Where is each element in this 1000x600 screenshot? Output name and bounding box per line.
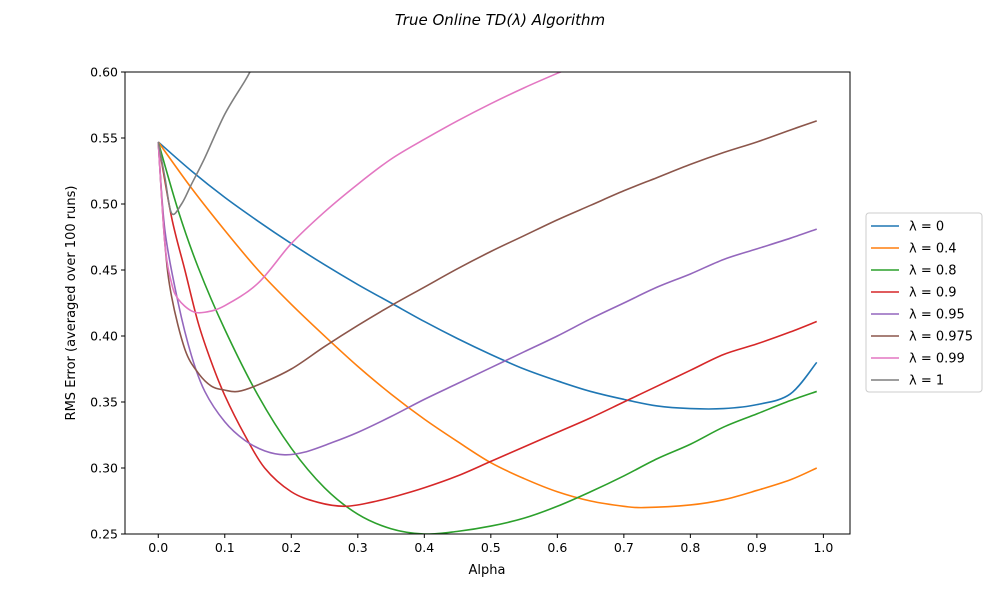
series-line-1 bbox=[157, 141, 818, 509]
series-line-3 bbox=[157, 141, 818, 508]
series-line-6 bbox=[157, 72, 563, 314]
legend-entry: λ = 0.8 bbox=[909, 264, 957, 279]
y-axis: 0.25 0.30 0.35 0.40 0.45 0.50 0.55 0.60 bbox=[90, 65, 125, 542]
series-line-2 bbox=[157, 141, 818, 534]
y-tick-label: 0.25 bbox=[90, 527, 118, 542]
y-tick-label: 0.35 bbox=[90, 395, 118, 410]
x-tick-label: 0.3 bbox=[348, 540, 368, 555]
x-tick-label: 0.7 bbox=[614, 540, 634, 555]
legend-entry: λ = 0.975 bbox=[909, 330, 973, 345]
chart-title: True Online TD(λ) Algorithm bbox=[395, 11, 605, 29]
y-tick-label: 0.60 bbox=[90, 65, 118, 80]
x-tick-label: 0.8 bbox=[680, 540, 700, 555]
series-line-4 bbox=[157, 141, 818, 456]
series-layer bbox=[157, 72, 818, 534]
y-tick-label: 0.50 bbox=[90, 197, 118, 212]
plot-frame bbox=[124, 71, 851, 535]
legend-entry: λ = 0.99 bbox=[909, 352, 965, 367]
x-tick-label: 0.0 bbox=[148, 540, 168, 555]
x-tick-label: 0.1 bbox=[215, 540, 235, 555]
series-line-7 bbox=[157, 72, 251, 216]
x-tick-label: 0.5 bbox=[481, 540, 501, 555]
x-axis-label: Alpha bbox=[469, 563, 506, 578]
x-tick-label: 0.9 bbox=[747, 540, 767, 555]
x-tick-label: 1.0 bbox=[813, 540, 833, 555]
legend-entry: λ = 0.4 bbox=[909, 242, 957, 257]
y-tick-label: 0.55 bbox=[90, 131, 118, 146]
x-tick-label: 0.6 bbox=[547, 540, 567, 555]
legend-frame bbox=[865, 212, 983, 393]
legend-entry: λ = 0.95 bbox=[909, 308, 965, 323]
legend-entry: λ = 0.9 bbox=[909, 286, 957, 301]
y-tick-label: 0.30 bbox=[90, 461, 118, 476]
legend-entry: λ = 1 bbox=[909, 374, 944, 389]
series-line-5 bbox=[157, 120, 818, 393]
series-line-0 bbox=[157, 141, 818, 410]
y-axis-label: RMS Error (averaged over 100 runs) bbox=[64, 186, 79, 421]
x-axis: 0.0 0.1 0.2 0.3 0.4 0.5 0.6 0.7 0.8 0.9 1.0 bbox=[148, 534, 833, 555]
legend: λ = 0 λ = 0.4 λ = 0.8 λ = 0.9 λ = 0.95 λ = 0.… bbox=[865, 212, 983, 393]
x-tick-label: 0.4 bbox=[414, 540, 434, 555]
legend-entry: λ = 0 bbox=[909, 220, 944, 235]
y-tick-label: 0.45 bbox=[90, 263, 118, 278]
x-tick-label: 0.2 bbox=[281, 540, 301, 555]
y-tick-label: 0.40 bbox=[90, 329, 118, 344]
